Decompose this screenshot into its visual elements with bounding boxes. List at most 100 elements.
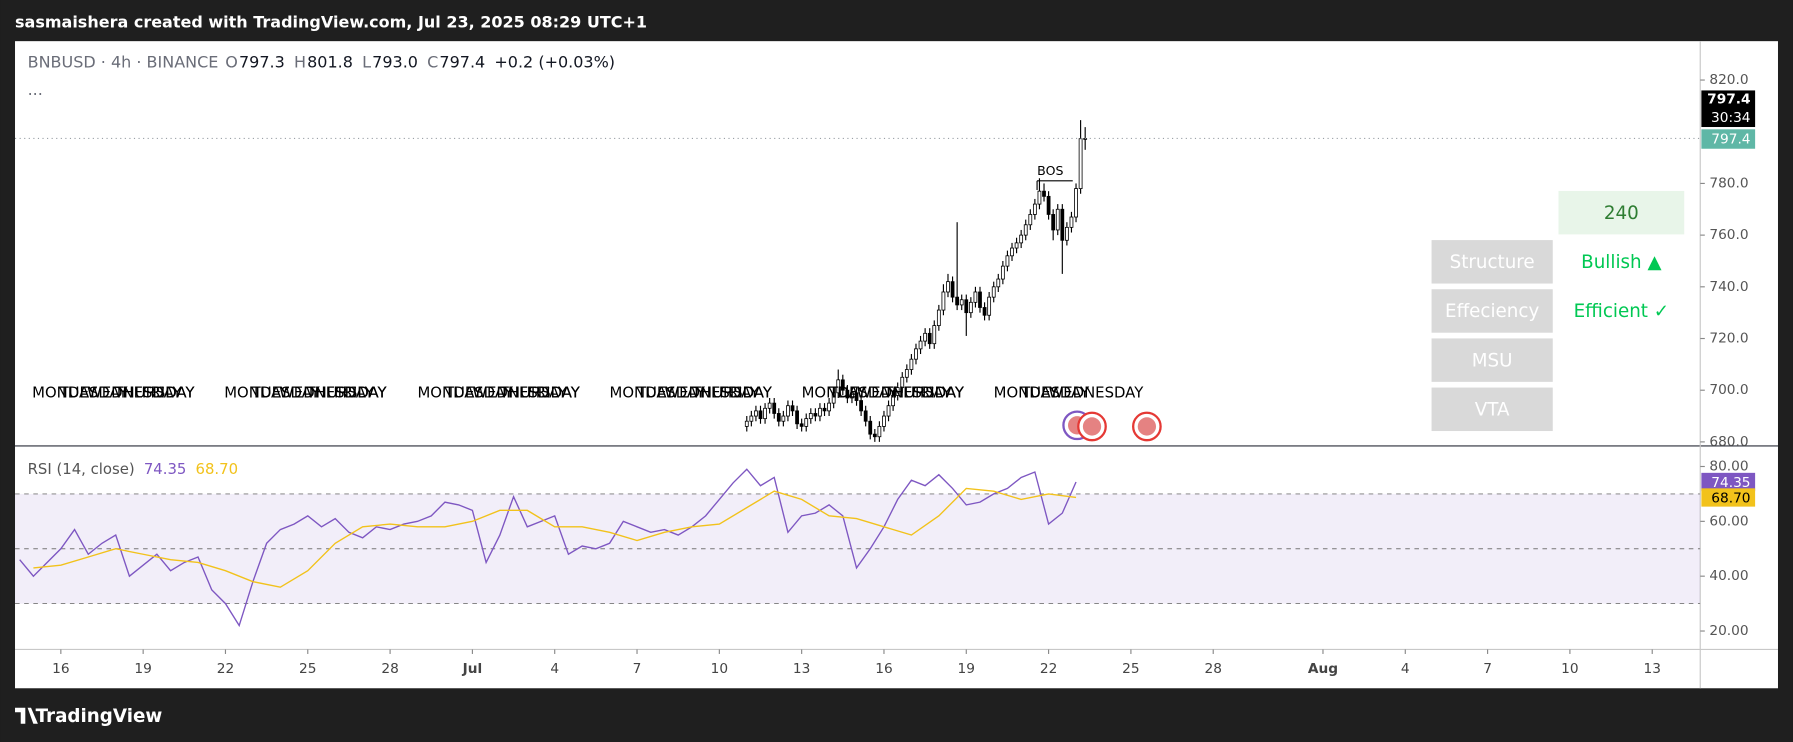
day-name: TUESDAY	[444, 383, 514, 401]
day-name: FRIDAY	[719, 383, 772, 401]
x-tick-label: 7	[633, 661, 642, 677]
x-tick-label: 10	[1561, 661, 1578, 677]
rsi-line	[33, 487, 1077, 588]
day-name: WEDNESDAY	[664, 383, 760, 401]
candle-body	[927, 332, 932, 345]
pane	[15, 468, 1701, 628]
day-name: MONDAY	[417, 383, 483, 401]
day-name: MONDAY	[32, 383, 98, 401]
candle-body	[877, 425, 882, 438]
candle-body	[1046, 195, 1051, 215]
candle-body	[1051, 214, 1056, 231]
day-name: MONDAY	[994, 383, 1060, 401]
day-name: THURSDAY	[499, 383, 581, 401]
day-name: MONDAY	[224, 383, 290, 401]
candle-body	[822, 407, 827, 412]
day-name: FRIDAY	[911, 383, 964, 401]
close-price-box	[1701, 129, 1756, 149]
bos-label: BOS	[1037, 163, 1063, 178]
legend-more: ...	[28, 80, 43, 99]
candle-body	[1000, 265, 1005, 280]
candle-body	[763, 407, 767, 420]
candle-body	[790, 405, 795, 412]
y-tick-label: 780.0	[1709, 175, 1748, 191]
candle-body	[886, 405, 891, 417]
y-tick-label: 760.0	[1709, 227, 1748, 243]
x-tick-label: 25	[299, 661, 316, 677]
candle-body	[882, 415, 886, 427]
candle-body	[914, 348, 918, 360]
candle-body	[813, 413, 818, 417]
event-icon-flag	[1082, 417, 1102, 436]
x-tick-label: 22	[1040, 661, 1057, 677]
x-tick-label: 16	[52, 661, 69, 677]
day-name: FRIDAY	[527, 383, 580, 401]
x-tick-label: 22	[217, 661, 234, 677]
day-name: WEDNESDAY	[87, 383, 183, 401]
candle-body	[749, 415, 754, 422]
pane	[744, 120, 1088, 442]
legend-text: 797.4	[439, 52, 485, 71]
rsi-legend-value: 74.35	[144, 460, 187, 478]
candle-body	[1010, 247, 1014, 257]
rsi-value-box	[1701, 488, 1756, 507]
candle-body	[982, 307, 987, 316]
candle-body	[1055, 208, 1060, 231]
candle-body	[964, 299, 969, 314]
day-name: WEDNESDAY	[856, 383, 952, 401]
x-tick-label: 28	[381, 661, 398, 677]
rsi-value-label: 68.70	[1711, 491, 1750, 507]
x-tick-label: 13	[793, 661, 810, 677]
candle-body	[836, 379, 841, 394]
day-name: TUESDAY	[251, 383, 321, 401]
candle-body	[909, 358, 914, 370]
legend-text: +0.2 (+0.03%)	[494, 52, 615, 71]
day-name: TUESDAY	[828, 383, 898, 401]
x-tick-label: 10	[711, 661, 728, 677]
legend-text: O	[225, 52, 238, 71]
candle-body	[781, 415, 786, 422]
panel-label-box	[1431, 289, 1553, 333]
timeframe: 240	[1604, 203, 1639, 224]
event-icon-flag	[1137, 417, 1157, 436]
candle-body	[799, 423, 804, 427]
chart-layer: 680.0 700.0 720.0 740.0 760.0 780.0 820.0 797.4…	[15, 52, 1756, 677]
day-name: TUESDAY	[1020, 383, 1090, 401]
x-tick-label: 7	[1483, 661, 1492, 677]
candle-body	[1019, 234, 1024, 244]
countdown: 30:34	[1711, 110, 1751, 126]
header-title: sasmaishera created with TradingView.com…	[15, 12, 647, 31]
y-tick-label: 740.0	[1709, 279, 1748, 295]
candle-body	[845, 389, 850, 399]
x-tick-label: 19	[134, 661, 151, 677]
legend-text: 793.0	[372, 52, 418, 71]
legend-text: H	[294, 52, 306, 71]
y-tick-label: 700.0	[1709, 382, 1748, 398]
x-tick-label: Jul	[462, 661, 483, 677]
day-name: TUESDAY	[59, 383, 129, 401]
candle-body	[795, 410, 799, 425]
candle-body	[744, 420, 749, 427]
candle-body	[1032, 203, 1037, 215]
candle-body	[1005, 255, 1010, 267]
y-tick-label: 40.00	[1709, 568, 1748, 584]
panel-label-box	[1431, 387, 1553, 432]
candle-body	[758, 410, 763, 420]
x-tick-label: 28	[1205, 661, 1222, 677]
candle-body	[827, 402, 831, 412]
panel-label: VTA	[1475, 399, 1510, 420]
y-tick-label: 80.00	[1709, 458, 1748, 474]
candle-body	[804, 418, 809, 427]
candle-body	[996, 278, 1001, 288]
x-tick-label: 4	[550, 661, 559, 677]
day-name: MONDAY	[802, 383, 868, 401]
y-tick-label: 820.0	[1709, 72, 1748, 88]
x-tick-label: 19	[958, 661, 975, 677]
candle-body	[900, 376, 905, 389]
candle-body	[973, 291, 978, 303]
candle-body	[772, 402, 777, 414]
candle-body	[936, 309, 941, 326]
y-tick-label: 60.00	[1709, 513, 1748, 529]
day-name: THURSDAY	[113, 383, 195, 401]
